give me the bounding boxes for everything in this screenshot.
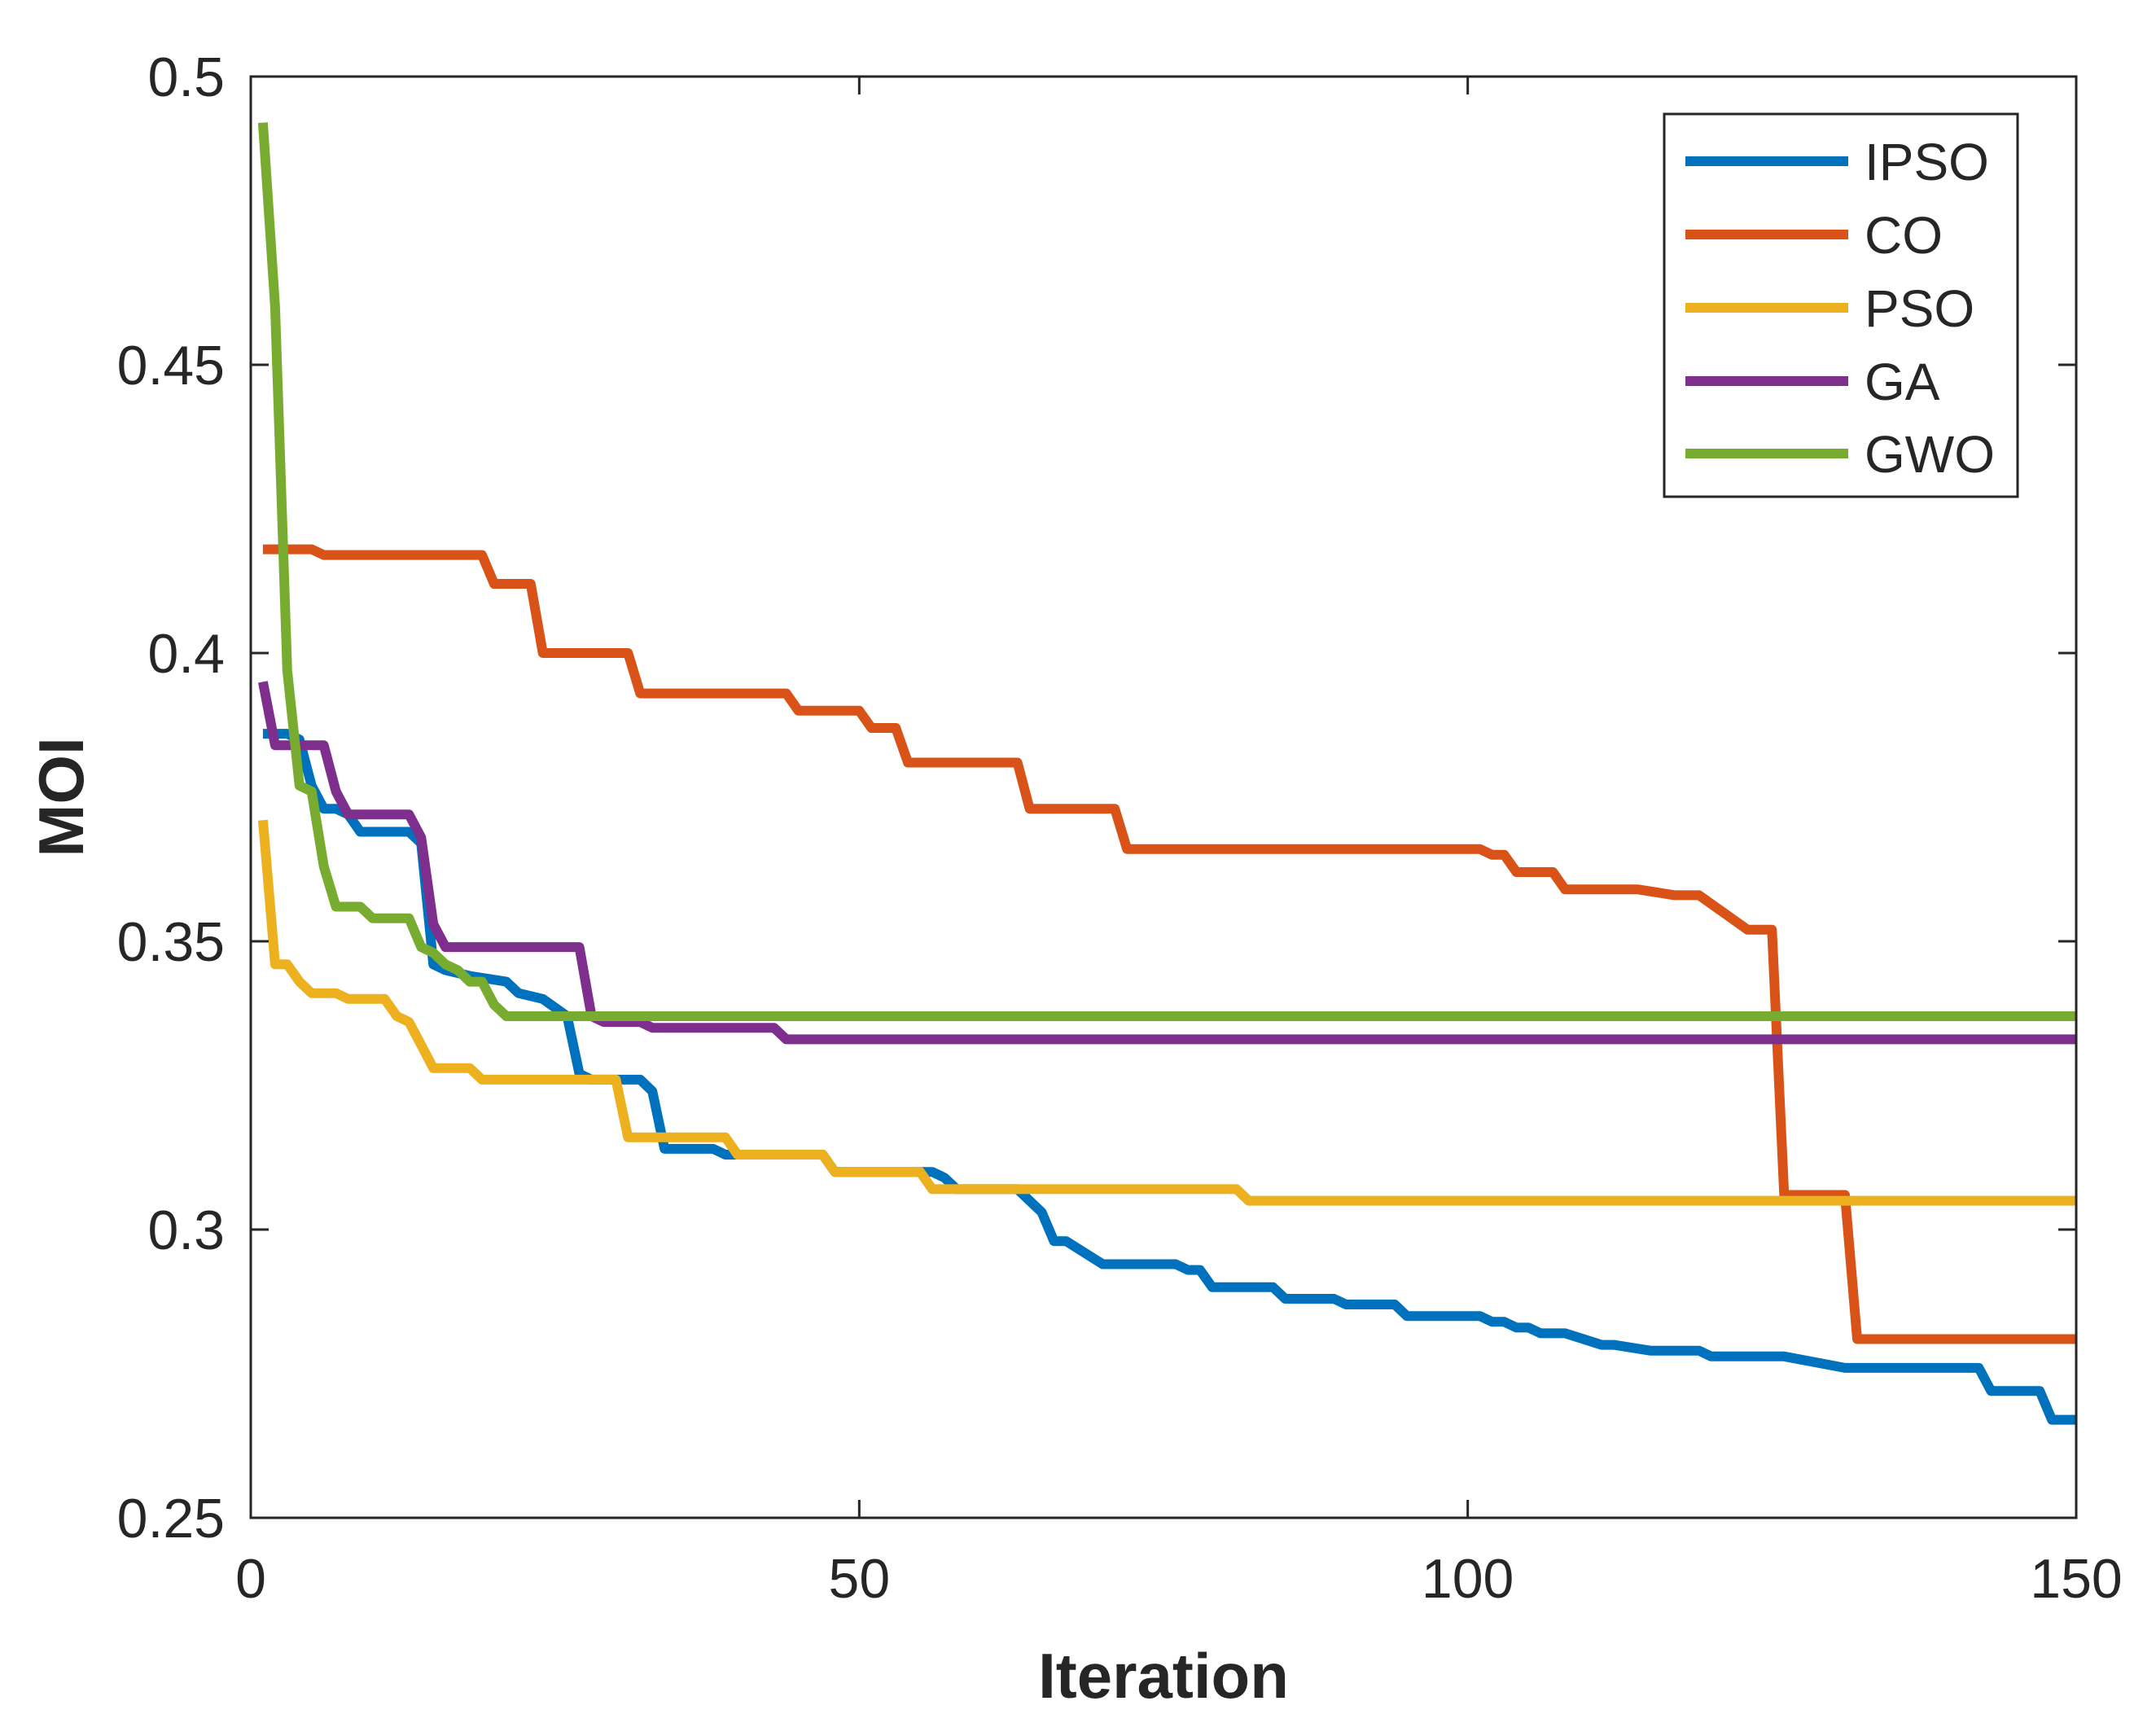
y-tick-label: 0.4 [147, 623, 225, 685]
y-tick-label: 0.45 [117, 335, 225, 397]
y-tick-label: 0.3 [147, 1199, 225, 1261]
y-tick-label: 0.5 [147, 46, 225, 108]
x-axis-title: Iteration [1038, 1640, 1289, 1712]
series-layer [257, 122, 2076, 1425]
x-tick-label: 50 [829, 1548, 891, 1610]
x-tick-label: 100 [1422, 1548, 1514, 1610]
series-line-co [262, 544, 2076, 1344]
series-line-pso [257, 819, 2076, 1206]
series-line-ga [258, 681, 2076, 1045]
x-tick-label: 150 [2030, 1548, 2122, 1610]
legend: IPSO CO PSO GA GWO [1663, 112, 2019, 498]
tick-layer: 0 50 100 150 0.25 0.3 0.35 0.4 0.45 0.5 [117, 46, 2123, 1610]
x-tick-label: 0 [235, 1548, 266, 1610]
y-tick-label: 0.35 [117, 911, 225, 973]
y-axis-title: MOI [25, 737, 97, 857]
series-line-gwo [257, 122, 2076, 1021]
legend-label-ga: GA [1865, 353, 1940, 411]
legend-label-gwo: GWO [1865, 425, 1995, 484]
legend-label-ipso: IPSO [1865, 133, 1989, 191]
legend-label-co: CO [1865, 206, 1943, 265]
axes-box [249, 75, 2078, 1519]
y-tick-label: 0.25 [117, 1488, 225, 1550]
legend-label-pso: PSO [1865, 279, 1974, 338]
